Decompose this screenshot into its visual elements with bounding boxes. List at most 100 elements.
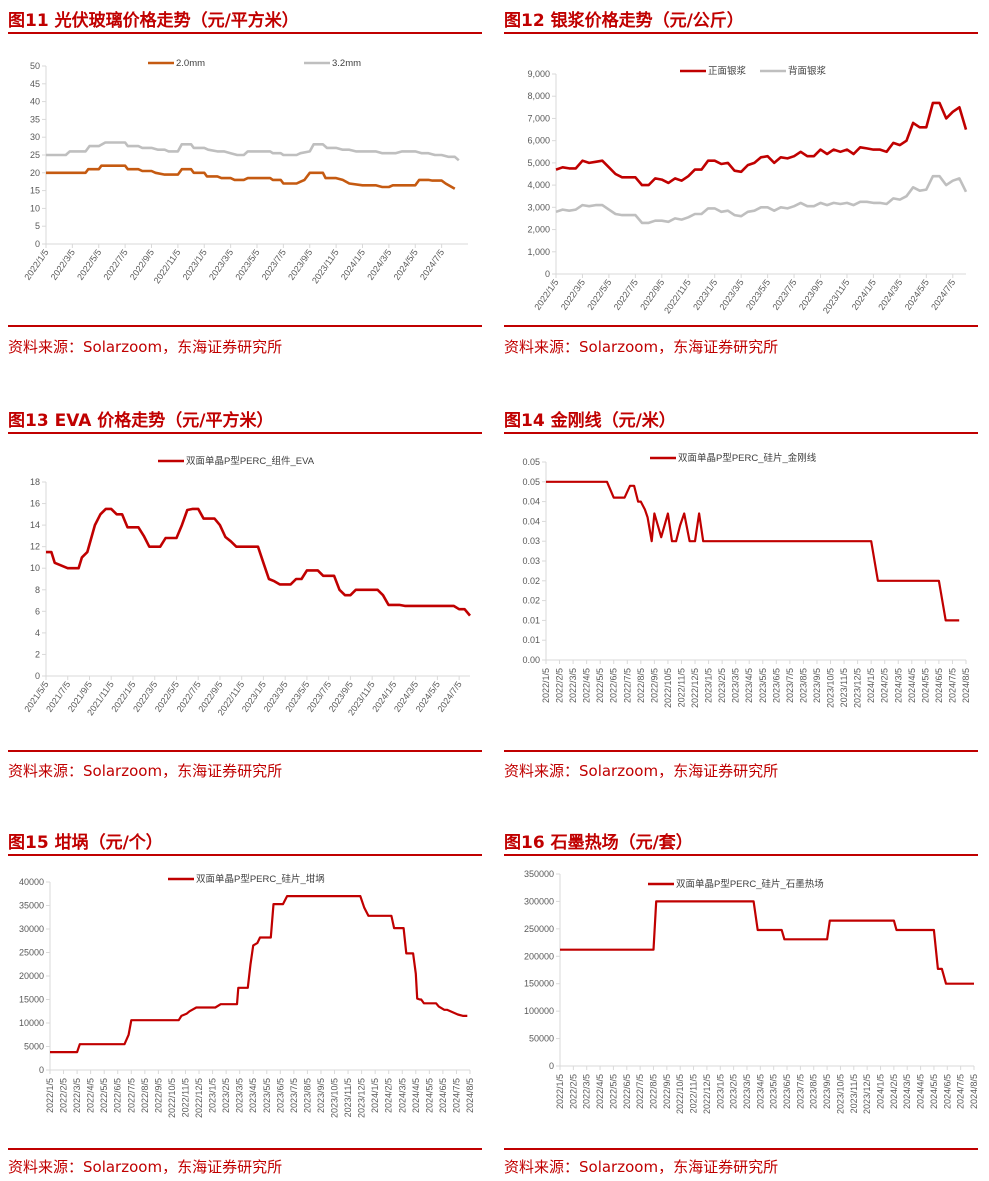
x-tick-label: 2022/3/5 <box>72 1078 82 1113</box>
legend-label: 双面单晶P型PERC_硅片_石墨热场 <box>676 878 824 890</box>
x-tick-label: 2023/5/5 <box>744 277 772 311</box>
legend-label: 双面单晶P型PERC_硅片_金刚线 <box>678 452 817 464</box>
chart-title: 图14 金刚线（元/米） <box>504 411 676 431</box>
y-tick-label: 9,000 <box>527 69 550 79</box>
x-tick-label: 2023/7/5 <box>785 668 795 703</box>
chart-fig15: 0 5000 10000 15000 20000 25000 30000 35000 40000… <box>19 873 475 1118</box>
legend-label: 双面单晶P型PERC_组件_EVA <box>186 455 315 467</box>
x-tick-label: 2023/4/5 <box>248 1078 258 1113</box>
x-tick-label: 2023/2/5 <box>221 1078 231 1113</box>
x-tick-label: 2022/4/5 <box>86 1078 96 1113</box>
x-tick-label: 2024/5/5 <box>392 247 420 281</box>
x-tick-label: 2024/3/5 <box>365 247 393 281</box>
x-tick-label: 2023/8/5 <box>798 668 808 703</box>
x-tick-label: 2024/6/5 <box>934 668 944 703</box>
x-tick-label: 2023/9/5 <box>286 247 314 281</box>
y-tick-label: 0 <box>39 1065 44 1075</box>
y-tick-label: 5,000 <box>527 158 550 168</box>
x-tick-label: 2022/2/5 <box>555 668 565 703</box>
x-tick-label: 2022/1/5 <box>555 1074 565 1109</box>
source-rule <box>8 1148 482 1150</box>
y-tick-label: 0.03 <box>522 556 540 566</box>
x-tick-label: 2023/3/5 <box>718 277 746 311</box>
x-tick-label: 2024/7/5 <box>929 277 957 311</box>
y-tick-label: 15000 <box>19 995 44 1005</box>
x-tick-label: 2022/9/5 <box>662 1074 672 1109</box>
x-tick-label: 2022/5/5 <box>608 1074 618 1109</box>
y-tick-label: 7,000 <box>527 113 550 123</box>
source-rule <box>504 750 978 752</box>
x-tick-label: 2024/4/5 <box>916 1074 926 1109</box>
y-tick-label: 4,000 <box>527 180 550 190</box>
y-tick-label: 6 <box>35 606 40 616</box>
x-tick-label: 2024/5/5 <box>903 277 931 311</box>
x-tick-label: 2024/3/5 <box>893 668 903 703</box>
x-tick-label: 2022/6/5 <box>113 1078 123 1113</box>
x-tick-label: 2022/7/5 <box>101 247 129 281</box>
y-tick-label: 10 <box>30 203 40 213</box>
y-tick-label: 0.02 <box>522 576 540 586</box>
x-tick-label: 2024/7/5 <box>956 1074 966 1109</box>
y-tick-label: 10000 <box>19 1018 44 1028</box>
chart-title: 图16 石墨热场（元/套） <box>504 833 693 853</box>
x-tick-label: 2024/8/5 <box>465 1078 475 1113</box>
series-line-2 <box>46 141 460 162</box>
y-tick-label: 20 <box>30 168 40 178</box>
x-tick-label: 2024/3/5 <box>876 277 904 311</box>
source-note: 资料来源：Solarzoom，东海证券研究所 <box>8 762 283 780</box>
y-tick-label: 8 <box>35 585 40 595</box>
panel-fig13: 图13 EVA 价格走势（元/平方米） 0 2 4 6 8 10 12 14 16 18 2021/… <box>8 400 482 790</box>
y-tick-label: 100000 <box>524 1006 554 1016</box>
y-tick-label: 0 <box>545 269 550 279</box>
y-tick-label: 0.04 <box>522 497 540 507</box>
series-line-1 <box>560 900 974 985</box>
y-tick-label: 4 <box>35 628 40 638</box>
source-note: 资料来源：Solarzoom，东海证券研究所 <box>504 1158 779 1176</box>
x-tick-label: 2022/9/5 <box>153 1078 163 1113</box>
y-tick-label: 6,000 <box>527 136 550 146</box>
y-tick-label: 0.05 <box>522 457 540 467</box>
x-tick-label: 2023/10/5 <box>826 668 836 708</box>
x-tick-label: 2023/6/5 <box>275 1078 285 1113</box>
x-tick-label: 2024/8/5 <box>969 1074 978 1109</box>
y-tick-label: 0.00 <box>522 655 540 665</box>
source-rule <box>8 325 482 327</box>
title-rule <box>504 32 978 34</box>
x-tick-label: 2024/3/5 <box>397 1078 407 1113</box>
x-tick-label: 2024/5/5 <box>424 1078 434 1113</box>
chart-title: 图11 光伏玻璃价格走势（元/平方米） <box>8 11 299 31</box>
chart-title: 图13 EVA 价格走势（元/平方米） <box>8 411 274 431</box>
x-tick-label: 2024/4/5 <box>411 1078 421 1113</box>
x-tick-label: 2024/7/5 <box>947 668 957 703</box>
x-tick-label: 2023/6/5 <box>782 1074 792 1109</box>
x-tick-label: 2022/5/5 <box>75 247 103 281</box>
x-tick-label: 2022/10/5 <box>663 668 673 708</box>
y-tick-label: 8,000 <box>527 91 550 101</box>
x-tick-label: 2023/6/5 <box>771 668 781 703</box>
panel-fig11: 图11 光伏玻璃价格走势（元/平方米） 0 5 10 15 20 25 30 35 40 45 50… <box>8 0 482 370</box>
x-tick-label: 2023/5/5 <box>758 668 768 703</box>
title-rule <box>504 432 978 434</box>
series-line-1 <box>546 480 960 622</box>
title-rule <box>8 854 482 856</box>
x-tick-label: 2023/3/5 <box>742 1074 752 1109</box>
x-tick-label: 2022/11/5 <box>152 247 183 285</box>
chart-title: 图15 坩埚（元/个） <box>8 833 163 853</box>
y-tick-label: 5 <box>35 221 40 231</box>
x-tick-label: 2022/6/5 <box>609 668 619 703</box>
x-tick-label: 2022/3/5 <box>559 277 587 311</box>
panel-fig16: 图16 石墨热场（元/套） 0 50000 100000 150000 200000 25… <box>504 822 978 1181</box>
x-tick-label: 2023/5/5 <box>769 1074 779 1109</box>
source-note: 资料来源：Solarzoom，东海证券研究所 <box>504 338 779 356</box>
x-tick-label: 2023/12/5 <box>357 1078 367 1118</box>
y-tick-label: 25000 <box>19 948 44 958</box>
x-tick-label: 2022/12/5 <box>194 1078 204 1118</box>
y-tick-label: 25 <box>30 150 40 160</box>
x-tick-label: 2023/9/5 <box>822 1074 832 1109</box>
x-tick-label: 2023/7/5 <box>795 1074 805 1109</box>
x-tick-label: 2022/11/5 <box>676 668 686 707</box>
y-tick-label: 0 <box>35 239 40 249</box>
chart-title: 图12 银浆价格走势（元/公斤） <box>504 11 744 31</box>
y-tick-label: 18 <box>30 477 40 487</box>
x-tick-label: 2023/1/5 <box>181 247 209 281</box>
